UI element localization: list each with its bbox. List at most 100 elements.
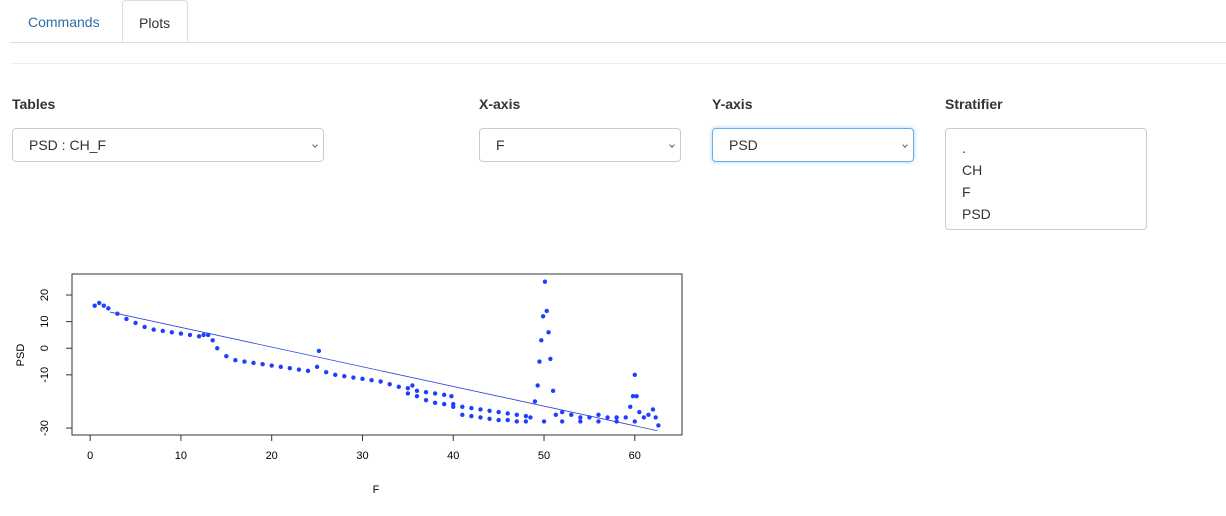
- y-tick-label: -30: [39, 420, 51, 436]
- x-tick-label: 20: [266, 450, 278, 462]
- point: [432, 391, 438, 396]
- point: [169, 330, 175, 335]
- divider: [10, 63, 1226, 64]
- control-label: Tables: [12, 96, 56, 112]
- fit-line: [110, 311, 658, 432]
- point: [514, 419, 519, 424]
- point: [537, 359, 542, 364]
- point: [423, 389, 429, 395]
- y-tick-label: -10: [39, 367, 51, 383]
- point: [634, 393, 639, 399]
- point: [523, 413, 529, 419]
- point: [632, 372, 637, 378]
- select[interactable]: F: [479, 128, 681, 162]
- point: [614, 419, 619, 424]
- point: [550, 388, 556, 394]
- point: [587, 415, 592, 420]
- point: [251, 360, 256, 366]
- point: [460, 404, 465, 409]
- option[interactable]: PSD: [962, 206, 991, 222]
- point: [305, 368, 311, 374]
- point: [187, 332, 193, 338]
- y-tick-label: 0: [39, 345, 51, 351]
- point: [487, 416, 492, 421]
- point: [540, 314, 546, 319]
- point: [614, 415, 619, 420]
- point: [351, 375, 356, 380]
- point: [596, 419, 601, 424]
- control-label: X-axis: [479, 96, 521, 112]
- point: [469, 405, 474, 411]
- point: [628, 404, 633, 409]
- point: [505, 417, 510, 423]
- y-axis-label: PSD: [15, 344, 27, 367]
- point: [414, 393, 420, 399]
- point: [432, 400, 438, 405]
- point: [528, 415, 533, 420]
- x-tick-label: 0: [87, 450, 93, 462]
- point: [641, 415, 647, 420]
- point: [260, 362, 265, 367]
- point: [441, 401, 447, 407]
- point: [378, 379, 383, 384]
- point: [449, 393, 454, 399]
- point: [115, 311, 120, 316]
- point: [656, 423, 661, 428]
- point: [548, 356, 553, 362]
- point: [650, 407, 656, 412]
- point: [369, 377, 374, 383]
- point: [553, 412, 559, 417]
- point: [396, 384, 401, 390]
- tab-active[interactable]: Plots: [122, 0, 188, 42]
- tab-bar-line: [10, 42, 1226, 43]
- listbox[interactable]: . CH F PSD: [945, 128, 1147, 230]
- point: [532, 399, 538, 404]
- point: [233, 358, 238, 363]
- tab[interactable]: Commands: [28, 14, 100, 30]
- point: [414, 388, 420, 394]
- x-tick-label: 60: [629, 450, 641, 462]
- option[interactable]: .: [962, 140, 966, 156]
- point: [405, 391, 411, 396]
- point: [496, 417, 501, 423]
- select[interactable]: PSD : CH_F: [12, 128, 324, 162]
- point: [460, 412, 465, 417]
- point: [559, 419, 565, 424]
- point: [151, 327, 156, 332]
- point: [314, 364, 320, 370]
- point: [101, 303, 106, 308]
- point: [333, 372, 338, 378]
- x-tick-label: 10: [175, 450, 187, 462]
- point: [215, 346, 220, 351]
- point: [653, 415, 658, 420]
- point: [210, 338, 215, 343]
- point: [559, 409, 565, 415]
- plot-frame: [71, 273, 683, 436]
- y-tick-label: 10: [39, 316, 51, 328]
- point: [544, 308, 549, 314]
- point: [546, 330, 551, 335]
- point: [505, 411, 510, 416]
- point: [133, 320, 138, 326]
- point: [542, 279, 548, 284]
- point: [224, 354, 229, 359]
- select[interactable]: PSD: [712, 128, 914, 162]
- point: [205, 332, 211, 338]
- point: [92, 303, 97, 308]
- option[interactable]: CH: [962, 162, 983, 178]
- point: [124, 316, 129, 322]
- point: [178, 331, 184, 336]
- point: [269, 363, 274, 368]
- x-tick-label: 50: [538, 450, 550, 462]
- point: [478, 415, 483, 420]
- x-tick-label: 30: [356, 450, 368, 462]
- point: [160, 328, 165, 334]
- point: [201, 332, 206, 338]
- point: [478, 407, 483, 412]
- option[interactable]: F: [962, 184, 971, 200]
- point: [242, 359, 247, 364]
- point: [539, 338, 544, 343]
- point: [523, 419, 529, 424]
- point: [630, 393, 636, 399]
- point: [451, 404, 456, 409]
